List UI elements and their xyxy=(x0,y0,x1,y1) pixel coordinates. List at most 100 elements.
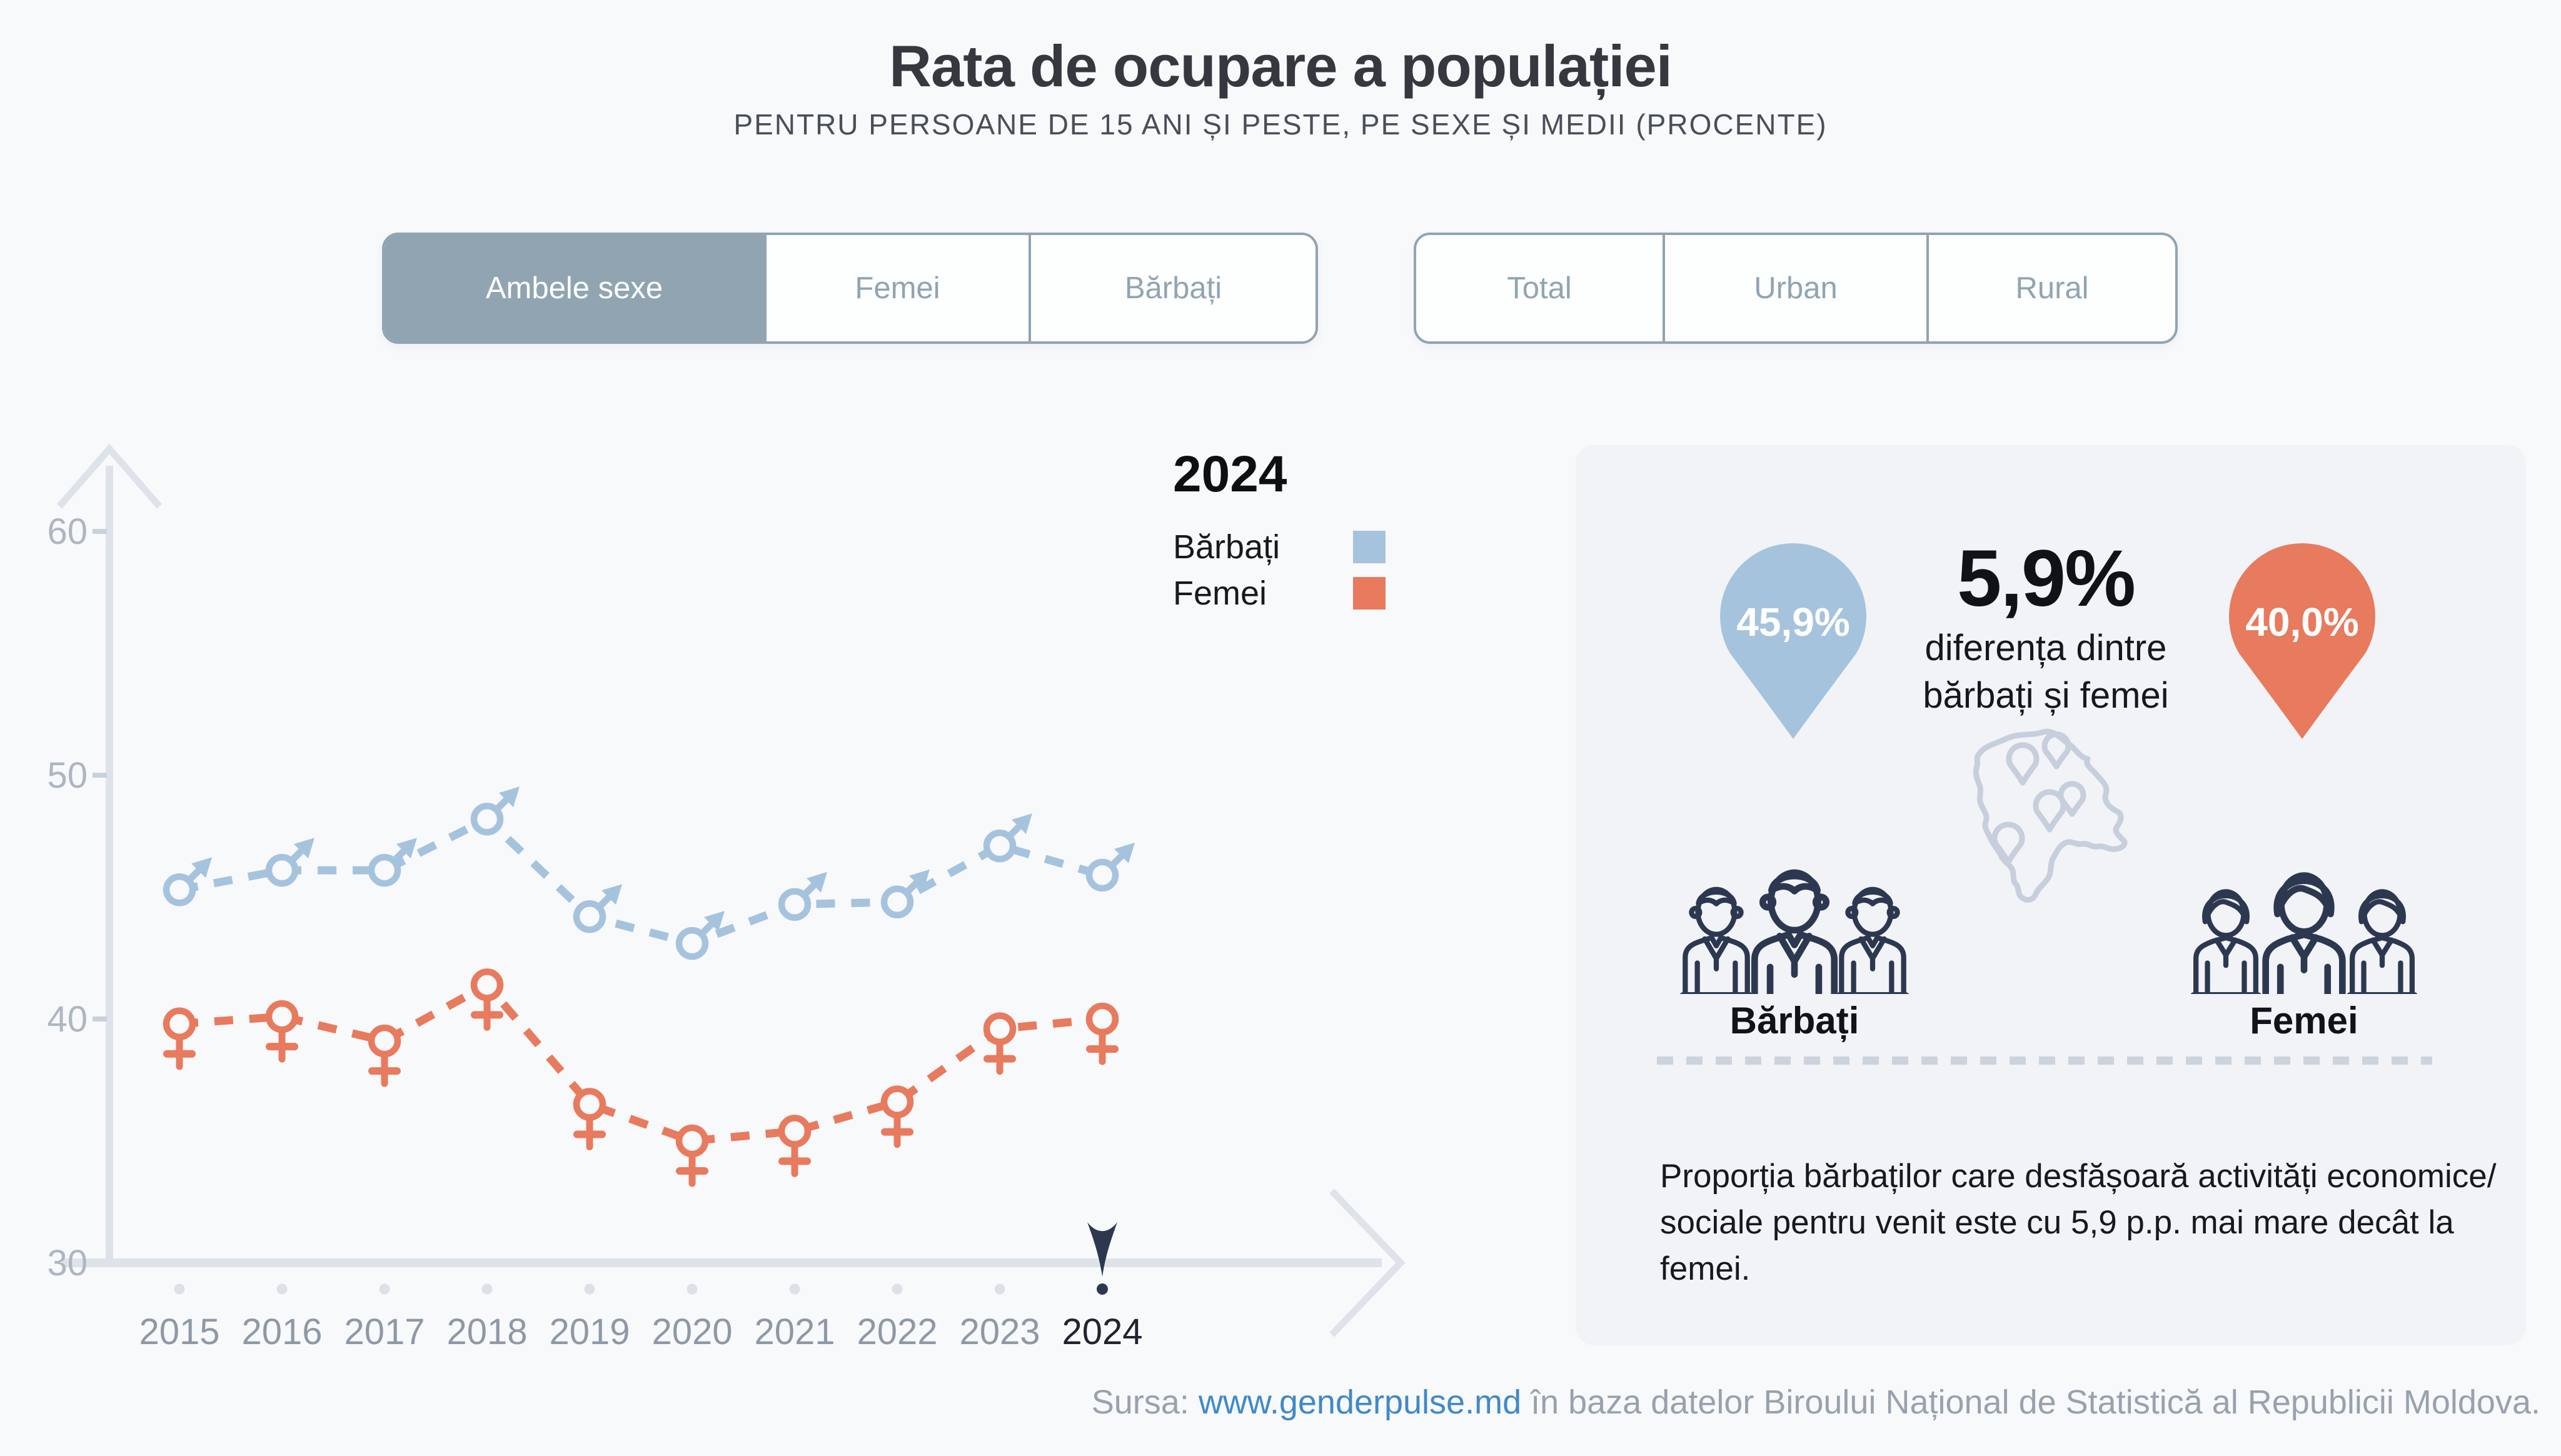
male-marker-icon xyxy=(191,857,212,878)
source-link[interactable]: www.genderpulse.md xyxy=(1198,1383,1522,1421)
tab-barbati[interactable]: Bărbați xyxy=(1029,235,1316,341)
x-dot xyxy=(789,1283,800,1295)
male-marker-icon xyxy=(1012,813,1032,835)
map-pin-icon xyxy=(1991,821,2025,865)
employment-rate-chart: 30 40 50 60 2015 2016 2017 2018 2019 2020 2021 2022… xyxy=(47,443,1406,1352)
page-subtitle: PENTRU PERSOANE DE 15 ANI ȘI PESTE, PE S… xyxy=(733,108,1828,141)
x-dot xyxy=(584,1283,595,1295)
x-tick-label: 2022 xyxy=(857,1312,937,1352)
x-axis-arrow-icon xyxy=(1329,1188,1406,1337)
tab-label: Urban xyxy=(1754,271,1838,305)
female-pin-icon xyxy=(2229,543,2375,739)
men-group-label: Bărbați xyxy=(1729,1000,1859,1042)
series-line-female xyxy=(179,980,1103,1145)
male-marker-icon xyxy=(265,853,299,887)
source-prefix: Sursa: xyxy=(1091,1383,1199,1421)
male-marker-icon xyxy=(1085,858,1119,892)
male-marker-icon xyxy=(880,885,914,919)
page-title: Rata de ocupare a populației xyxy=(889,33,1673,99)
x-dot xyxy=(481,1283,493,1295)
tab-total[interactable]: Total xyxy=(1416,235,1663,341)
legend-swatch xyxy=(1353,531,1386,563)
map-pin-icon xyxy=(2006,742,2040,786)
series-line-male xyxy=(178,814,1104,948)
male-marker-icon xyxy=(163,873,196,906)
female-marker-icon xyxy=(778,1115,812,1148)
tab-rural[interactable]: Rural xyxy=(1926,235,2175,341)
male-marker-icon xyxy=(704,911,725,932)
x-tick-label: 2015 xyxy=(139,1312,219,1352)
male-marker-icon xyxy=(778,888,812,921)
legend-row-female: Femei xyxy=(1173,570,1386,616)
x-tick-label: 2018 xyxy=(446,1312,527,1352)
dashed-divider xyxy=(1657,1057,2432,1065)
female-marker-icon xyxy=(470,968,504,1002)
difference-caption-line1: diferența dintre xyxy=(1925,628,2167,668)
x-tick-label: 2021 xyxy=(754,1312,835,1352)
legend-label-female: Femei xyxy=(1173,575,1267,612)
male-marker-icon xyxy=(675,926,709,960)
legend-title: 2024 xyxy=(1173,446,1287,503)
male-marker-icon xyxy=(396,838,417,859)
map-pin-icon xyxy=(2041,731,2071,770)
tab-urban[interactable]: Urban xyxy=(1663,235,1926,341)
legend-swatch xyxy=(1353,577,1386,610)
male-marker-icon xyxy=(294,838,314,859)
x-dot xyxy=(379,1283,390,1295)
male-marker-icon xyxy=(499,786,520,808)
x-tick-label: 2016 xyxy=(241,1312,322,1352)
man-icon xyxy=(1753,873,1837,994)
woman-icon xyxy=(2194,891,2257,994)
x-tick-label: 2020 xyxy=(652,1312,732,1352)
difference-caption-line2: bărbați și femei xyxy=(1923,675,2169,716)
female-marker-icon xyxy=(1085,1002,1119,1036)
x-dot-highlight xyxy=(1097,1283,1108,1295)
y-tick-label: 50 xyxy=(47,755,88,796)
male-pin-shape xyxy=(1720,543,1866,739)
source-suffix: în baza datelor Biroului Național de Sta… xyxy=(1521,1383,2540,1421)
tab-group-sex: Ambele sexe Femei Bărbați xyxy=(382,233,1318,344)
chart-plot: 30 40 50 60 2015 2016 2017 2018 2019 2020 2021 2022… xyxy=(47,511,1142,1352)
difference-block: 5,9% diferența dintre bărbați și femei xyxy=(1883,533,2208,720)
man-icon xyxy=(1684,890,1749,994)
legend-label-male: Bărbați xyxy=(1173,528,1280,566)
y-tick-label: 60 xyxy=(47,511,88,552)
tab-femei[interactable]: Femei xyxy=(764,235,1029,341)
moldova-map-icon xyxy=(1973,728,2128,903)
male-marker-icon xyxy=(470,802,504,836)
x-tick-label: 2017 xyxy=(344,1312,425,1352)
x-dot xyxy=(994,1283,1005,1295)
female-pin-value: 40,0% xyxy=(2245,600,2359,645)
male-marker-icon xyxy=(368,853,401,887)
men-group-icon xyxy=(1651,756,1938,994)
female-marker-icon xyxy=(163,1007,196,1041)
women-group-label: Femei xyxy=(2250,1000,2358,1042)
tab-label: Bărbați xyxy=(1124,271,1222,305)
female-marker-icon xyxy=(880,1085,914,1118)
female-marker-icon xyxy=(675,1124,709,1158)
tab-group-area: Total Urban Rural xyxy=(1414,233,2178,344)
map-pin-icon xyxy=(2058,781,2086,817)
summary-note: Proporția bărbaților care desfășoară act… xyxy=(1660,1158,2497,1287)
tab-ambele-sexe[interactable]: Ambele sexe xyxy=(385,235,764,341)
difference-value: 5,9% xyxy=(1957,534,2136,623)
women-group-icon xyxy=(2160,756,2448,994)
male-pin-value: 45,9% xyxy=(1736,600,1850,645)
female-marker-icon xyxy=(573,1088,606,1121)
legend-row-male: Bărbați xyxy=(1173,524,1386,570)
female-pin-shape xyxy=(2229,543,2375,739)
male-marker-icon xyxy=(601,884,622,905)
man-icon xyxy=(1840,890,1906,994)
tab-label: Femei xyxy=(855,271,940,305)
x-dot xyxy=(174,1283,185,1295)
x-tick-label: 2019 xyxy=(549,1312,630,1352)
tab-label: Ambele sexe xyxy=(485,271,663,305)
highlight-cursor-icon xyxy=(1087,1222,1117,1277)
female-marker-icon xyxy=(265,1000,299,1033)
x-dot xyxy=(276,1283,288,1295)
y-tick-label: 40 xyxy=(47,999,88,1040)
x-tick-label: 2023 xyxy=(959,1312,1040,1352)
woman-icon xyxy=(2350,891,2413,994)
tab-label: Rural xyxy=(2015,271,2089,305)
